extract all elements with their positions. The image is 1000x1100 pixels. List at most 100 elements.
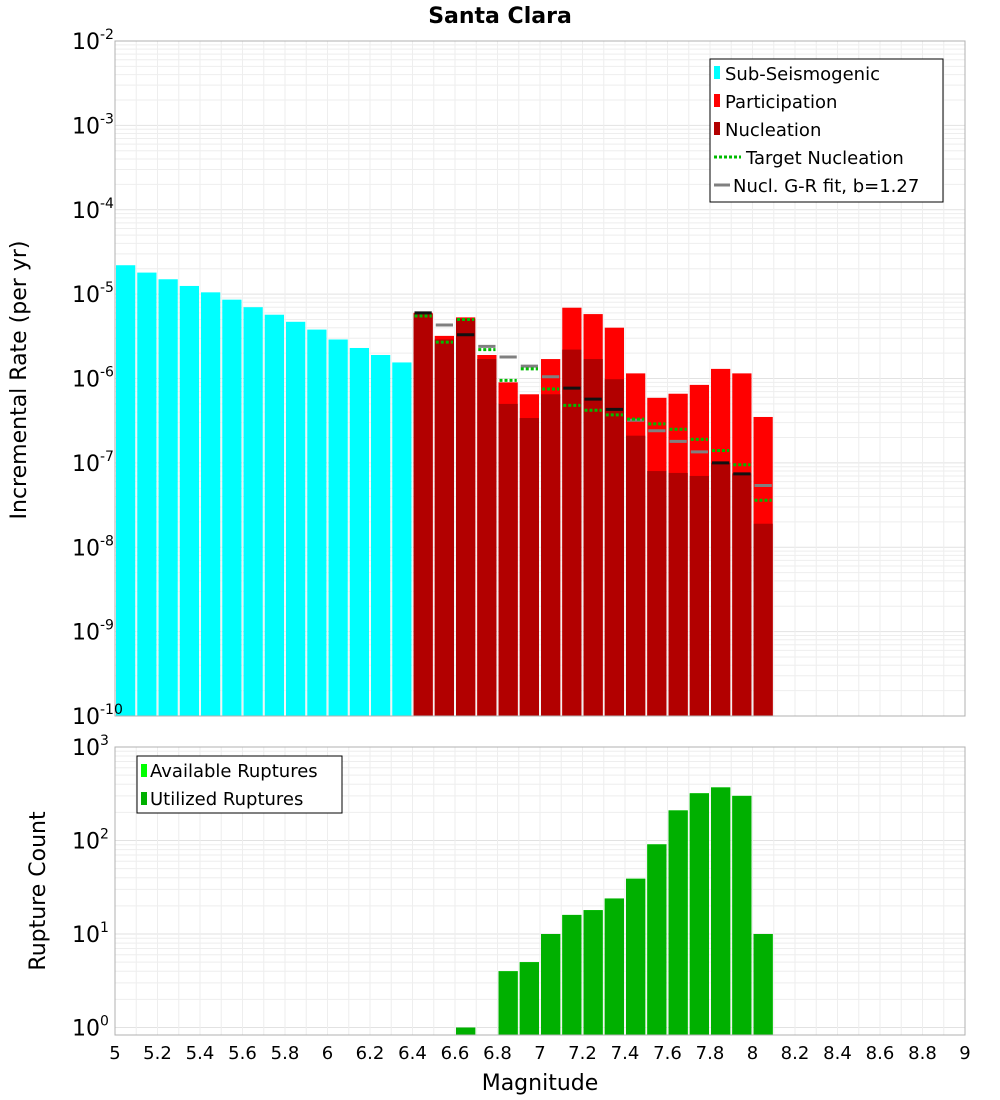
bottom-y-axis-label: Rupture Count bbox=[26, 811, 51, 971]
y-tick-label: 10-5 bbox=[72, 280, 114, 308]
y-tick-label: 10-4 bbox=[72, 196, 114, 224]
y-tick-label: 101 bbox=[72, 920, 109, 948]
y-tick-label: 10-8 bbox=[72, 533, 114, 561]
bar-sub-seismogenic bbox=[243, 307, 263, 716]
x-tick-label: 5.2 bbox=[143, 1043, 172, 1064]
y-tick-label: 103 bbox=[72, 733, 109, 761]
x-tick-label: 7.8 bbox=[696, 1043, 725, 1064]
top-markers bbox=[414, 311, 772, 502]
bar-nucleation bbox=[434, 339, 454, 716]
bar-nucleation bbox=[753, 523, 773, 716]
bar-sub-seismogenic bbox=[392, 362, 412, 716]
bar-utilized-ruptures bbox=[647, 844, 667, 1035]
top-y-ticks: 10-10 10-9 10-8 10-7 10-6 10-5 10-4 10-3 10-2 bbox=[72, 27, 123, 730]
x-tick-label: 5.6 bbox=[228, 1043, 257, 1064]
bar-utilized-ruptures bbox=[668, 810, 688, 1035]
bar-nucleation bbox=[668, 472, 688, 716]
x-tick-label: 7.2 bbox=[568, 1043, 597, 1064]
y-tick-label: 100 bbox=[72, 1014, 109, 1042]
x-tick-label: 8.4 bbox=[823, 1043, 852, 1064]
legend-label-nucleation: Nucleation bbox=[725, 120, 821, 141]
x-tick-label: 6.6 bbox=[441, 1043, 470, 1064]
bar-nucleation bbox=[498, 403, 518, 716]
bar-sub-seismogenic bbox=[201, 292, 221, 716]
legend-label-participation: Participation bbox=[725, 92, 837, 113]
x-axis-label: Magnitude bbox=[482, 1071, 599, 1096]
bar-sub-seismogenic bbox=[179, 285, 199, 716]
chart-title: Santa Clara bbox=[428, 4, 572, 29]
x-tick-label: 7 bbox=[534, 1043, 545, 1064]
legend-label-sub-seismogenic: Sub-Seismogenic bbox=[725, 64, 880, 85]
bar-sub-seismogenic bbox=[264, 314, 284, 716]
bar-nucleation bbox=[626, 435, 646, 716]
bar-utilized-ruptures bbox=[519, 962, 539, 1035]
bar-utilized-ruptures bbox=[604, 898, 624, 1035]
y-tick-label: 10-6 bbox=[72, 365, 114, 393]
top-legend: Sub-Seismogenic Participation Nucleation… bbox=[709, 58, 944, 203]
bar-nucleation bbox=[477, 359, 497, 716]
legend-swatch-participation bbox=[714, 94, 720, 107]
bar-utilized-ruptures bbox=[753, 934, 773, 1035]
x-tick-label: 6.2 bbox=[356, 1043, 385, 1064]
bar-utilized-ruptures bbox=[711, 787, 731, 1035]
top-plot-frame bbox=[114, 40, 966, 717]
bar-utilized-ruptures bbox=[732, 795, 752, 1035]
bar-sub-seismogenic bbox=[222, 299, 242, 716]
x-tick-label: 5 bbox=[109, 1043, 120, 1064]
bar-nucleation bbox=[604, 379, 624, 716]
x-tick-label: 5.4 bbox=[186, 1043, 215, 1064]
x-tick-label: 9 bbox=[959, 1043, 970, 1064]
bar-sub-seismogenic bbox=[137, 272, 157, 716]
legend-swatch-utilized-ruptures bbox=[141, 792, 147, 805]
bar-nucleation bbox=[456, 318, 476, 716]
x-tick-label: 8 bbox=[747, 1043, 758, 1064]
x-tick-label: 6 bbox=[322, 1043, 333, 1064]
y-tick-label: 10-9 bbox=[72, 618, 114, 646]
top-bars bbox=[116, 265, 773, 716]
y-tick-label: 10-7 bbox=[72, 449, 114, 477]
top-legend-box bbox=[709, 58, 944, 203]
legend-label-available-ruptures: Available Ruptures bbox=[150, 761, 318, 782]
y-tick-label: 10-10 bbox=[72, 702, 123, 730]
y-tick-label: 10-3 bbox=[72, 111, 114, 139]
bar-nucleation bbox=[732, 473, 752, 716]
bar-utilized-ruptures bbox=[562, 914, 582, 1035]
bar-sub-seismogenic bbox=[349, 347, 369, 716]
x-tick-label: 8.2 bbox=[781, 1043, 810, 1064]
x-tick-label: 6.8 bbox=[483, 1043, 512, 1064]
x-tick-label: 8.6 bbox=[866, 1043, 895, 1064]
bar-utilized-ruptures bbox=[541, 934, 561, 1035]
y-tick-label: 10-2 bbox=[72, 27, 114, 55]
legend-swatch-sub-seismogenic bbox=[714, 66, 720, 79]
bar-nucleation bbox=[562, 349, 582, 716]
x-tick-label: 7.4 bbox=[611, 1043, 640, 1064]
bar-nucleation bbox=[583, 359, 603, 716]
bottom-bars bbox=[456, 787, 773, 1035]
x-tick-label: 7.6 bbox=[653, 1043, 682, 1064]
bar-utilized-ruptures bbox=[498, 971, 518, 1035]
bar-nucleation bbox=[519, 418, 539, 716]
bar-utilized-ruptures bbox=[456, 1027, 476, 1035]
y-tick-label: 102 bbox=[72, 827, 109, 855]
legend-label-utilized-ruptures: Utilized Ruptures bbox=[150, 789, 303, 810]
bar-sub-seismogenic bbox=[328, 339, 348, 716]
bar-utilized-ruptures bbox=[689, 793, 709, 1035]
top-y-axis-label: Incremental Rate (per yr) bbox=[7, 241, 32, 520]
legend-swatch-nucleation bbox=[714, 122, 720, 135]
legend-swatch-available-ruptures bbox=[141, 764, 147, 777]
bar-sub-seismogenic bbox=[286, 321, 306, 716]
bar-utilized-ruptures bbox=[583, 910, 603, 1035]
bar-nucleation bbox=[711, 462, 731, 716]
x-tick-label: 5.8 bbox=[271, 1043, 300, 1064]
bar-sub-seismogenic bbox=[371, 354, 391, 716]
bar-sub-seismogenic bbox=[116, 265, 136, 716]
bar-nucleation bbox=[541, 394, 561, 716]
bottom-x-ticks: 5 5.2 5.4 5.6 5.8 6 6.2 6.4 6.6 6.8 7 7.2 7.4 7.6 7.8 8… bbox=[109, 1043, 970, 1064]
bar-nucleation bbox=[689, 475, 709, 716]
legend-label-gr-fit: Nucl. G-R fit, b=1.27 bbox=[733, 176, 919, 197]
bottom-legend-box bbox=[136, 755, 343, 814]
x-tick-label: 8.8 bbox=[908, 1043, 937, 1064]
bar-sub-seismogenic bbox=[158, 279, 178, 716]
